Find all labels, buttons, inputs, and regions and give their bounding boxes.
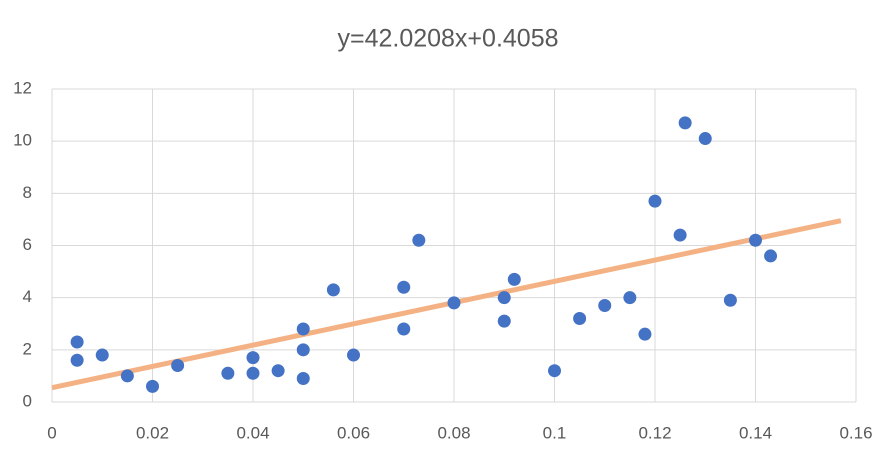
point: [397, 280, 411, 294]
point: [698, 132, 712, 146]
point: [296, 372, 310, 386]
point: [296, 343, 310, 357]
x-tick-label: 0.16: [839, 423, 872, 442]
point: [598, 298, 612, 312]
point: [648, 194, 662, 208]
point: [246, 366, 260, 380]
point: [120, 369, 134, 383]
point: [623, 291, 637, 305]
point: [573, 312, 587, 326]
point: [397, 322, 411, 336]
x-tick-label: 0.12: [638, 423, 671, 442]
y-tick-label: 6: [23, 235, 32, 254]
point: [146, 379, 159, 393]
point: [271, 364, 285, 378]
y-tick-label: 2: [23, 339, 32, 358]
point: [246, 351, 260, 365]
point: [548, 364, 561, 378]
x-tick-label: 0.02: [136, 423, 169, 442]
x-tick-label: 0: [47, 423, 56, 442]
x-tick-label: 0.08: [437, 423, 470, 442]
y-tick-label: 8: [23, 183, 32, 202]
point: [412, 233, 426, 247]
y-tick-label: 4: [23, 287, 32, 306]
point: [171, 358, 185, 372]
x-tick-label: 0.06: [337, 423, 370, 442]
chart-title: y=42.0208x+0.4058: [337, 25, 558, 53]
x-tick-label: 0.14: [739, 423, 772, 442]
point: [764, 249, 778, 263]
point: [638, 327, 652, 341]
trendline: [51, 218, 842, 391]
point: [673, 228, 687, 242]
x-tick-label: 0.04: [236, 423, 269, 442]
y-tick-label: 12: [13, 78, 32, 97]
point: [497, 291, 511, 305]
point: [95, 348, 109, 362]
point: [347, 348, 360, 362]
point: [296, 322, 310, 336]
x-tick-label: 0.1: [543, 423, 567, 442]
point: [447, 296, 461, 310]
point: [723, 293, 737, 307]
point: [749, 233, 762, 247]
point: [221, 366, 235, 380]
y-tick-label: 0: [23, 391, 32, 410]
y-tick-label: 10: [13, 131, 32, 150]
point: [326, 283, 340, 297]
point: [497, 314, 511, 328]
point: [70, 353, 84, 367]
point: [678, 116, 692, 130]
point: [70, 335, 84, 349]
point: [507, 272, 521, 286]
